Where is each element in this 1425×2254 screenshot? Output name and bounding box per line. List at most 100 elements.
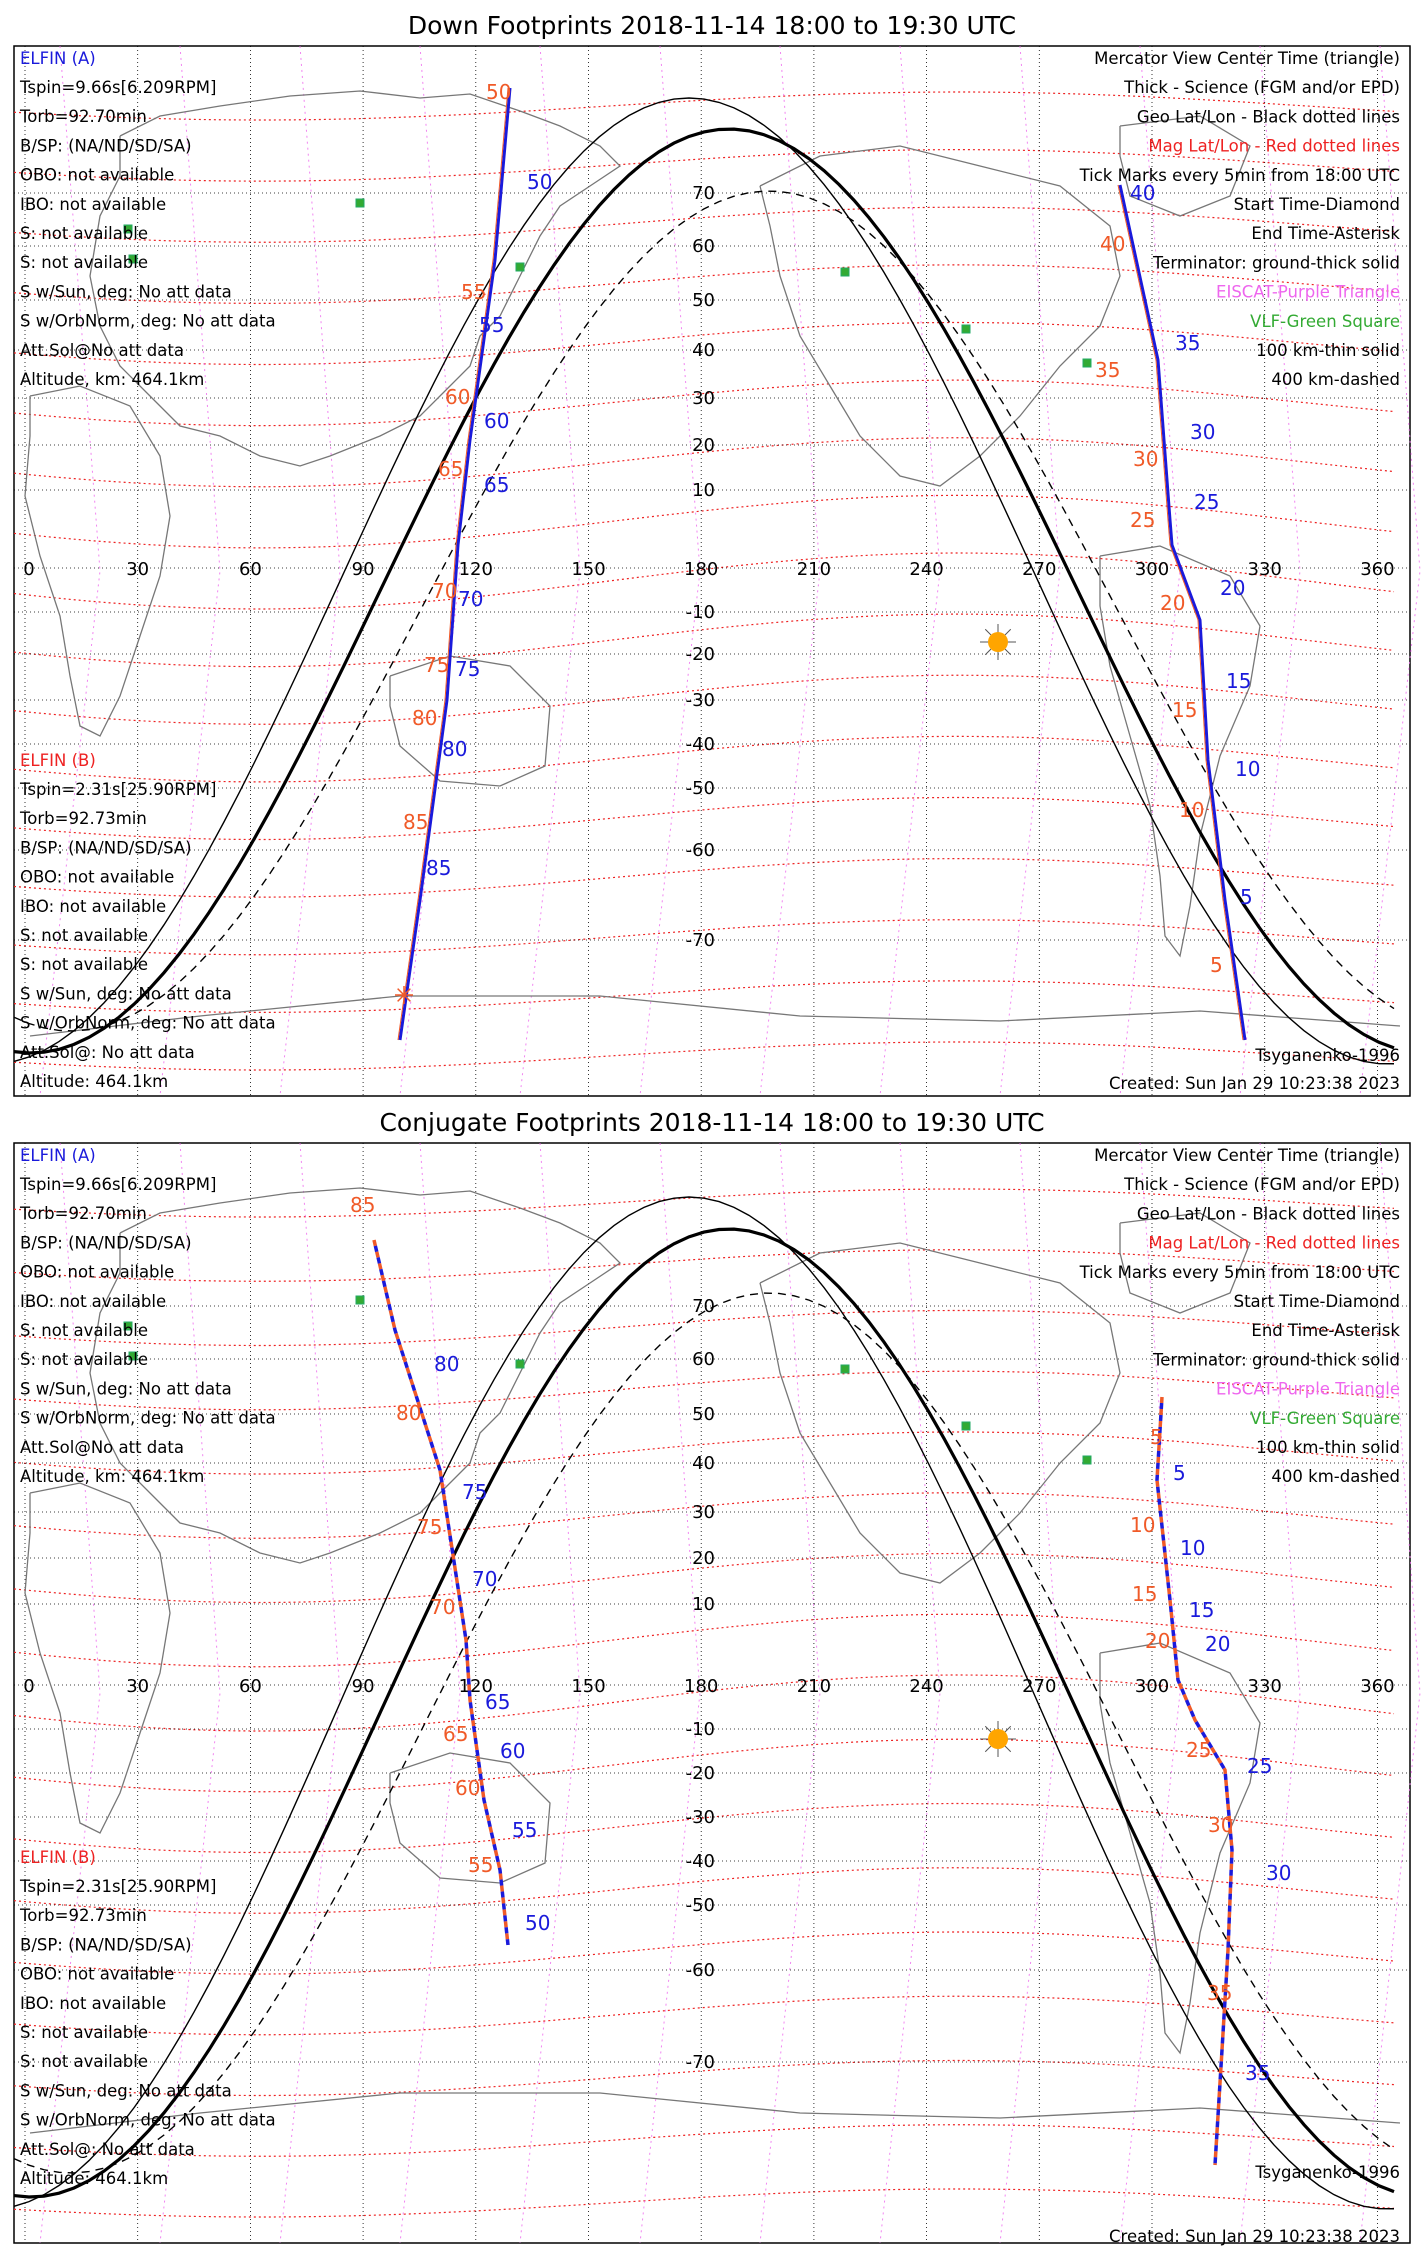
- mag-lat-line: [13, 1249, 1395, 1282]
- mag-lon-line: [159, 45, 221, 1097]
- vlf-station-square: [1082, 358, 1092, 368]
- latitude-label: 20: [692, 435, 715, 456]
- probe-a-line: S: not available: [20, 1350, 148, 1369]
- probe-a-title: ELFIN (A): [20, 49, 96, 68]
- down-footprints-panel: Down Footprints 2018-11-14 18:00 to 19:3…: [13, 11, 1421, 1097]
- mag-lat-line: [13, 1552, 1395, 1604]
- coastline: [1119, 1212, 1251, 1314]
- track-b-tick-label: 40: [1100, 232, 1125, 256]
- mag-lon-line: [999, 45, 1061, 1097]
- track-b-tick-label: 10: [1179, 798, 1204, 822]
- track-b-tick-label: 40: [1130, 181, 1155, 205]
- legend-item: Start Time-Diamond: [1234, 1292, 1400, 1311]
- terminator-400km: [13, 1292, 1395, 2174]
- mag-lat-line: [13, 1867, 1395, 1914]
- legend-item: End Time-Asterisk: [1251, 1321, 1400, 1340]
- mag-lon-line: [1119, 45, 1181, 1097]
- mag-lat-line: [13, 437, 1395, 488]
- mag-lat-line: [13, 1309, 1395, 1347]
- vlf-stations: [123, 1295, 1092, 1757]
- mag-lon-line: [1359, 45, 1421, 1097]
- latitude-label: -20: [686, 644, 715, 665]
- longitude-label: 300: [1135, 559, 1169, 580]
- track-b-tick-label: 25: [1247, 1754, 1272, 1778]
- track-a-tick-label: 65: [484, 473, 509, 497]
- latitude-label: 70: [692, 183, 715, 204]
- sun-disc: [988, 1729, 1008, 1749]
- track-b-tick-label: 10: [1180, 1536, 1205, 1560]
- probe-b-line: OBO: not available: [20, 868, 174, 887]
- sun-icon: [980, 624, 1016, 660]
- latitude-label: 60: [692, 236, 715, 257]
- sun-disc: [988, 632, 1008, 652]
- legend-item: Thick - Science (FGM and/or EPD): [1123, 78, 1400, 97]
- vlf-station-square: [123, 1321, 133, 1331]
- mag-latlon-grid: [13, 1142, 1421, 2244]
- track-b-tick-label: 25: [1186, 1738, 1211, 1762]
- latitude-label: -70: [686, 2052, 715, 2073]
- legend-item: Geo Lat/Lon - Black dotted lines: [1137, 1204, 1400, 1223]
- coastline: [389, 1752, 551, 1884]
- track-b-tick-label: 5: [1173, 1461, 1186, 1485]
- probe-b-line: IBO: not available: [20, 1994, 166, 2013]
- longitude-label: 210: [797, 1676, 831, 1697]
- mag-lat-line: [13, 1995, 1395, 2036]
- probe-b-line: S: not available: [20, 926, 148, 945]
- coastline: [89, 1187, 622, 1564]
- mag-lon-line: [759, 45, 821, 1097]
- longitude-label: 300: [1135, 1676, 1169, 1697]
- probe-a-line: Att.Sol@No att data: [20, 341, 184, 360]
- mag-lat-line: [13, 206, 1395, 243]
- latitude-label: 10: [692, 480, 715, 501]
- coastline: [24, 1482, 171, 1834]
- probe-b-line: S w/Sun, deg: No att data: [20, 2081, 232, 2100]
- track-b-tick-label: 30: [1208, 1813, 1233, 1837]
- coastline: [1119, 115, 1251, 217]
- probe-a-line: S: not available: [20, 253, 148, 272]
- latitude-label: -50: [686, 778, 715, 799]
- track-a-tick-label: 60: [455, 1776, 480, 1800]
- mag-lat-line: [13, 321, 1395, 366]
- vlf-station-square: [355, 1295, 365, 1305]
- latitude-label: -50: [686, 1895, 715, 1916]
- asterisk-stroke: [397, 988, 411, 1002]
- vlf-station-square: [961, 324, 971, 334]
- mag-lat-line: [13, 552, 1395, 610]
- longitude-label: 180: [684, 559, 718, 580]
- probe-a-info: ELFIN (A) Tspin=9.66s[6.209RPM] Torb=92.70…: [19, 1146, 276, 1486]
- mag-lon-line: [399, 45, 461, 1097]
- track-a-tick-label: 55: [461, 280, 486, 304]
- elfin-a-track: [398, 87, 512, 1041]
- track-b-tick-label: 20: [1220, 576, 1245, 600]
- mag-lat-line: [13, 980, 1395, 1013]
- coastline: [29, 995, 1401, 1037]
- coastline: [1099, 545, 1261, 958]
- longitude-label: 270: [1022, 1676, 1056, 1697]
- probe-a-line: IBO: not available: [20, 195, 166, 214]
- legend-item: VLF-Green Square: [1250, 312, 1400, 331]
- vlf-station-square: [128, 254, 138, 264]
- track-a-tick-label: 85: [403, 810, 428, 834]
- legend-item: End Time-Asterisk: [1251, 224, 1400, 243]
- latitude-label: -10: [686, 602, 715, 623]
- coastline: [1099, 1642, 1261, 2055]
- terminator-ground: [13, 127, 1395, 1055]
- track-a-tick-label: 65: [485, 1690, 510, 1714]
- longitude-labels: 0 30 60 90 120 150 180 210 240 270 300 330 360: [23, 1676, 1394, 1697]
- latitude-labels: 70 60 50 40 30 20 10 -10 -20 -30 -40 -50 -60 -70: [686, 1296, 715, 2073]
- track-a-tick-label: 55: [468, 1853, 493, 1877]
- probe-a-line: Tspin=9.66s[6.209RPM]: [19, 1175, 216, 1194]
- panel-title: Down Footprints 2018-11-14 18:00 to 19:3…: [408, 11, 1016, 40]
- legend-item: Tick Marks every 5min from 18:00 UTC: [1079, 1263, 1400, 1282]
- vlf-station-square: [840, 267, 850, 277]
- probe-a-line: Att.Sol@No att data: [20, 1438, 184, 1457]
- probe-a-title: ELFIN (A): [20, 1146, 96, 1165]
- mag-latlon-grid: [13, 45, 1421, 1097]
- elfin-b-track: [1155, 1396, 1234, 2166]
- probe-b-info: ELFIN (B) Tspin=2.31s[25.90RPM] Torb=92.73…: [19, 1848, 276, 2188]
- created-label: Created: Sun Jan 29 10:23:38 2023: [1109, 1074, 1400, 1093]
- mag-lat-line: [13, 379, 1395, 427]
- probe-a-line: S: not available: [20, 224, 148, 243]
- longitude-label: 330: [1248, 1676, 1282, 1697]
- legend-item: Mag Lat/Lon - Red dotted lines: [1148, 1234, 1400, 1253]
